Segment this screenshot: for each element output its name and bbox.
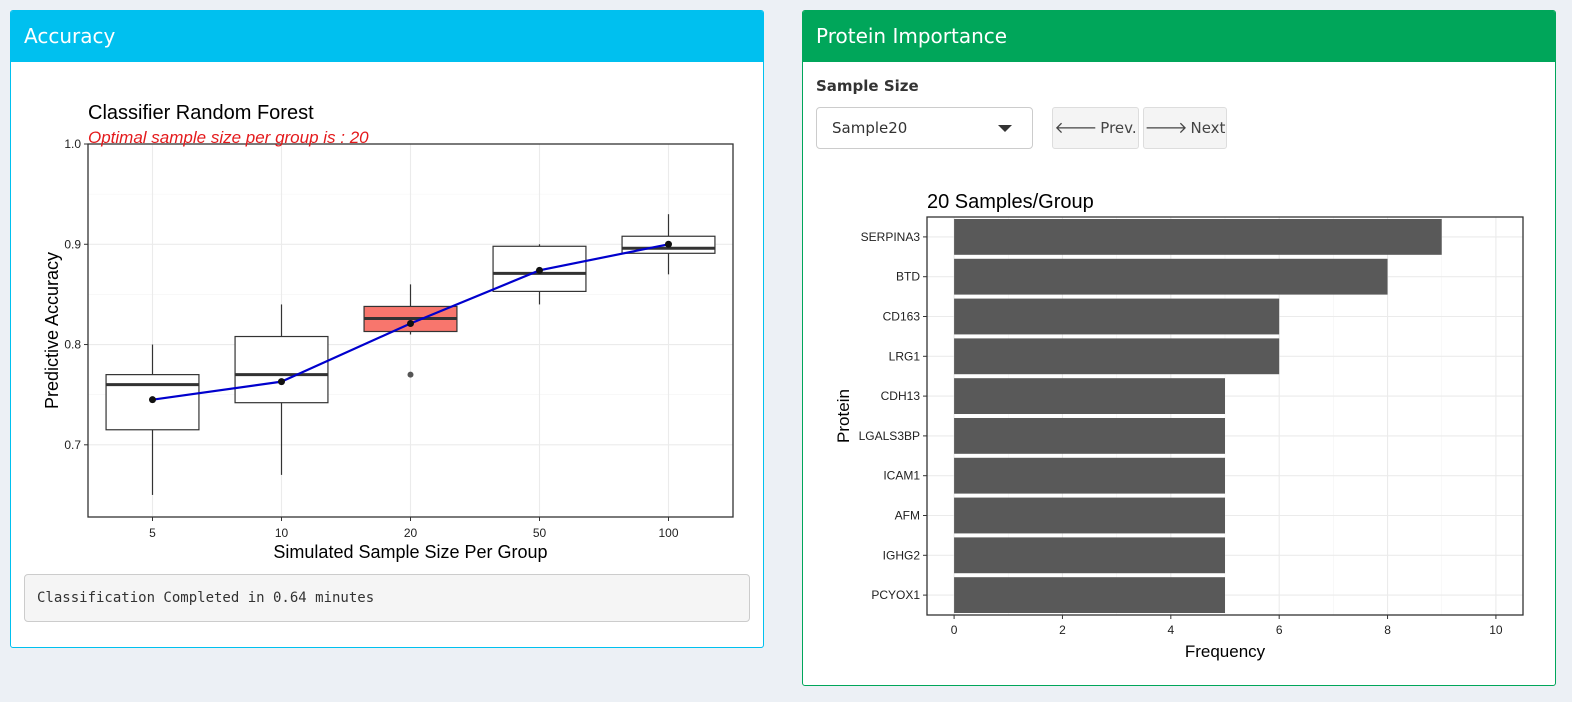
y-tick-label: BTD [896, 270, 920, 284]
accuracy-boxplot-chart: 0.7 0.8 0.9 1.0 5 10 20 50 100 Classifier Random … [42, 102, 734, 562]
bar [954, 497, 1225, 534]
x-tick-label: 0 [951, 623, 958, 637]
y-tick-label: LGALS3BP [859, 429, 920, 443]
protein-importance-box: Protein Importance Sample Size Sample20 … [802, 10, 1556, 686]
outlier-point [407, 371, 414, 378]
y-axis-title: Protein [834, 389, 853, 443]
protein-box-title: Protein Importance [803, 11, 1555, 62]
x-tick-label: 2 [1059, 623, 1066, 637]
x-tick-label: 20 [404, 526, 418, 540]
prev-button[interactable]: 🡐 Prev. [1052, 107, 1139, 149]
y-axis-title: Predictive Accuracy [42, 252, 62, 409]
mean-point [407, 319, 414, 327]
arrow-left-icon: 🡐 [1054, 118, 1098, 137]
x-tick-label: 100 [658, 526, 678, 540]
y-tick-label: 0.7 [64, 438, 81, 452]
y-tick-label: LRG1 [889, 349, 921, 363]
bar [954, 338, 1280, 375]
plot-panel-border [926, 216, 1524, 616]
x-tick-label: 4 [1167, 623, 1174, 637]
x-axis-title: Frequency [1185, 642, 1266, 661]
mean-point [149, 396, 156, 404]
bar [954, 378, 1225, 415]
mean-point [536, 266, 543, 274]
bar [954, 298, 1280, 335]
x-tick-label: 10 [275, 526, 289, 540]
mean-point [278, 378, 285, 386]
chart-title: 20 Samples/Group [927, 191, 1094, 213]
x-tick-label: 8 [1384, 623, 1391, 637]
classification-status-output: Classification Completed in 0.64 minutes [24, 574, 750, 622]
bar [954, 577, 1225, 614]
y-tick-label: ICAM1 [883, 469, 920, 483]
next-button-label: Next [1190, 119, 1226, 137]
y-tick-label: IGHG2 [883, 548, 921, 562]
box [234, 335, 329, 404]
next-button[interactable]: 🡒 Next [1143, 107, 1227, 149]
sample-size-label: Sample Size [816, 77, 919, 95]
prev-button-label: Prev. [1100, 119, 1137, 137]
accuracy-box: Accuracy 0.7 0.8 0.9 1.0 5 10 20 50 100 Classifie… [10, 10, 764, 648]
bar [954, 457, 1225, 494]
y-tick-label: SERPINA3 [861, 230, 921, 244]
x-tick-label: 50 [533, 526, 547, 540]
sample-size-selected-value: Sample20 [832, 119, 908, 137]
y-tick-label: CDH13 [881, 389, 921, 403]
x-tick-label: 10 [1489, 623, 1503, 637]
accuracy-box-title: Accuracy [11, 11, 763, 62]
chart-title: Classifier Random Forest [88, 102, 314, 124]
x-axis-title: Simulated Sample Size Per Group [273, 542, 547, 562]
caret-down-icon [998, 125, 1012, 132]
y-tick-label: AFM [895, 509, 920, 523]
y-tick-label: PCYOX1 [871, 588, 920, 602]
y-tick-label: 0.8 [64, 338, 81, 352]
x-tick-label: 5 [149, 526, 156, 540]
arrow-right-icon: 🡒 [1144, 118, 1188, 137]
bar [954, 218, 1442, 255]
bar [954, 417, 1225, 454]
x-tick-label: 6 [1276, 623, 1283, 637]
mean-point [665, 240, 672, 248]
chart-subtitle: Optimal sample size per group is : 20 [88, 128, 369, 147]
sample-size-select[interactable]: Sample20 [816, 107, 1033, 149]
bar [954, 258, 1388, 295]
bar [954, 537, 1225, 574]
y-tick-label: 1.0 [64, 137, 81, 151]
y-tick-label: CD163 [883, 310, 921, 324]
protein-importance-bar-chart: SERPINA3 BTD CD163 LRG1 CDH13 LGALS3BP ICAM1 AF… [834, 191, 1524, 661]
y-tick-label: 0.9 [64, 237, 81, 251]
